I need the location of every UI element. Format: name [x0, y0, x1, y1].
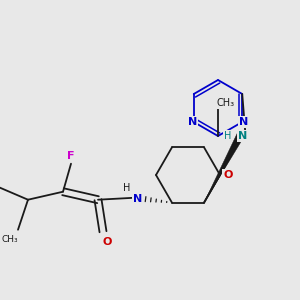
- Polygon shape: [204, 130, 246, 203]
- Text: H: H: [123, 183, 131, 193]
- Text: F: F: [67, 151, 75, 161]
- Text: N: N: [238, 131, 247, 141]
- Text: CH₃: CH₃: [2, 235, 18, 244]
- Text: O: O: [223, 170, 233, 180]
- Text: CH₃: CH₃: [217, 98, 235, 108]
- Text: N: N: [238, 117, 248, 127]
- Text: N: N: [134, 194, 142, 204]
- Text: O: O: [102, 237, 112, 247]
- Text: H: H: [224, 131, 231, 141]
- Text: N: N: [188, 117, 197, 127]
